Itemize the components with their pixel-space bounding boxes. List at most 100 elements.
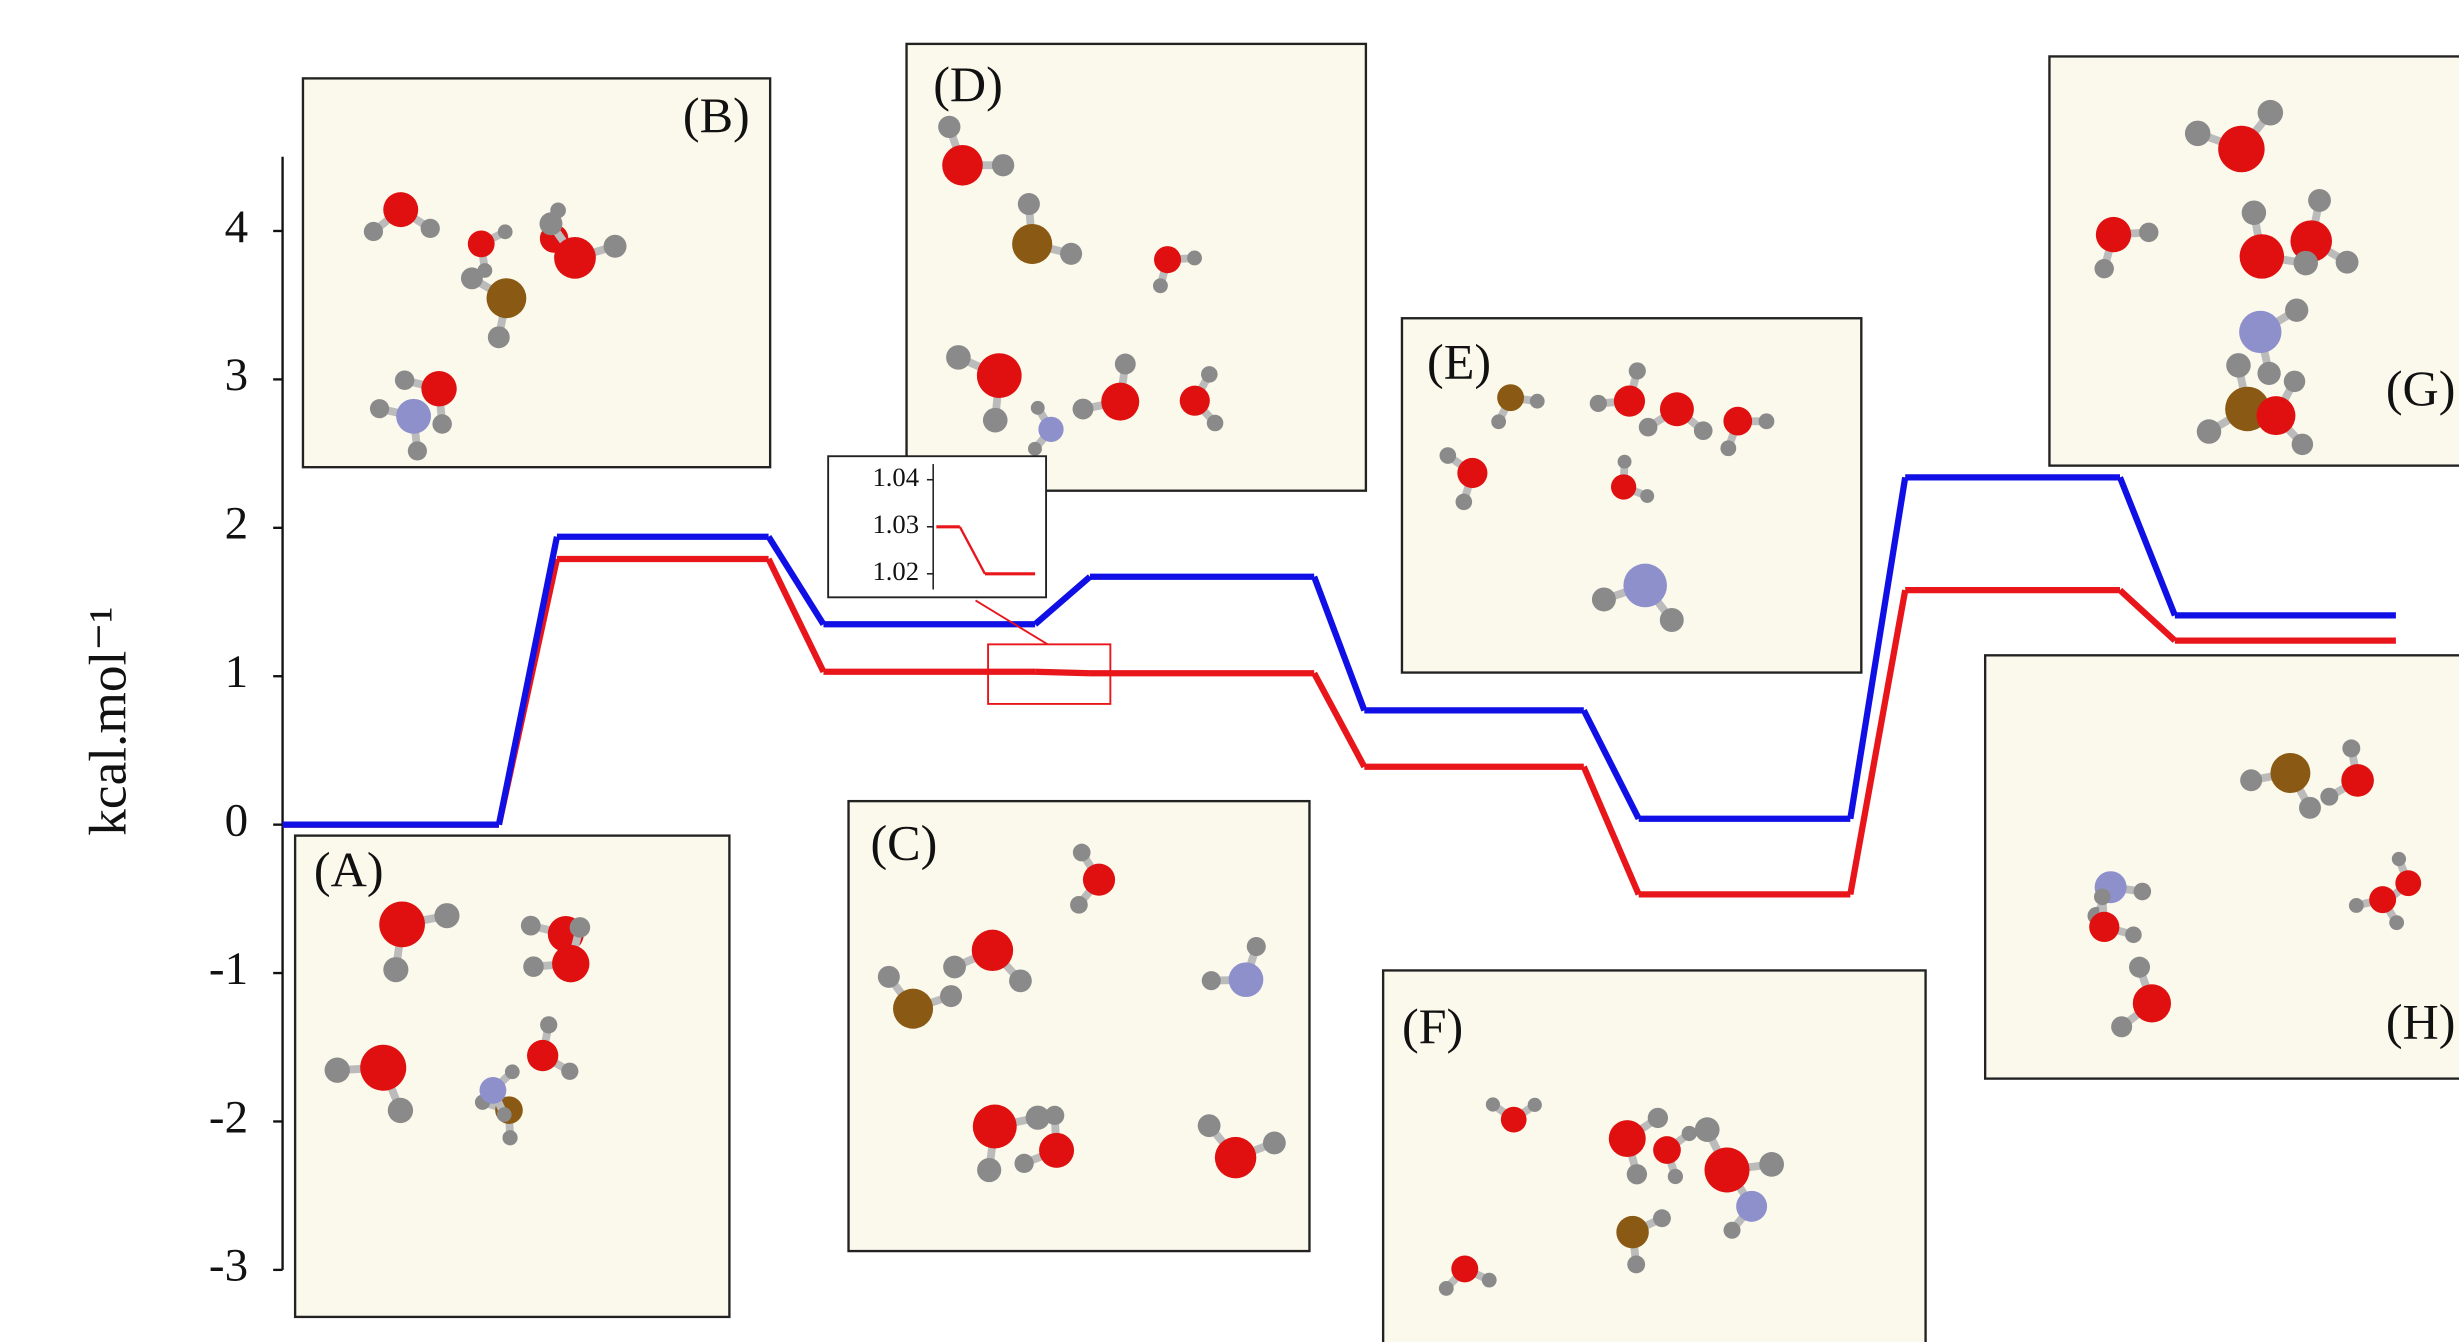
hydrogen-atom [1202,971,1221,990]
hydrogen-atom [1759,413,1775,429]
connector [1584,710,1639,818]
atom [1611,474,1636,499]
hydrogen-atom [325,1058,350,1083]
atom [396,399,431,434]
hydrogen-atom [2134,883,2152,901]
snapshot-panel: (B) [303,78,770,467]
hydrogen-atom [502,1130,517,1145]
atom [487,278,527,318]
hydrogen-atom [383,957,408,982]
atom [893,989,933,1029]
hydrogen-atom [408,441,427,460]
atom [2239,311,2281,353]
hydrogen-atom [1486,1097,1500,1111]
inset-tick-label: 1.02 [872,556,919,586]
atom [977,353,1022,398]
atom [2256,396,2295,435]
hydrogen-atom [1629,362,1646,379]
state-label: (F) [1402,998,1463,1054]
snapshot-panel: (C) [849,801,1310,1251]
atom [1616,1216,1648,1248]
atom [480,1077,507,1104]
snapshot-panel: (D) [907,44,1366,491]
atom [2240,234,2284,278]
hydrogen-atom [2284,371,2305,392]
hydrogen-atom [2320,788,2338,806]
atom [1083,864,1115,896]
hydrogen-atom [540,1016,557,1033]
hydrogen-atom [1482,1273,1497,1288]
atom [942,145,983,186]
hydrogen-atom [1247,937,1266,956]
hydrogen-atom [523,956,544,977]
hydrogen-atom [2392,852,2406,866]
snapshot-panel: (G) [2049,56,2459,465]
hydrogen-atom [2389,915,2404,930]
hydrogen-atom [1648,1108,1668,1128]
atom [2133,984,2171,1022]
atom [1705,1148,1750,1193]
snapshot-panel: (F) [1383,970,1925,1342]
hydrogen-atom [1627,1255,1645,1273]
hydrogen-atom [1528,1098,1542,1112]
hydrogen-atom [505,1064,520,1079]
hydrogen-atom [2336,251,2359,274]
hydrogen-atom [1640,489,1654,503]
atom [383,192,418,227]
hydrogen-atom [1070,896,1088,914]
hydrogen-atom [1187,251,1202,266]
hydrogen-atom [364,222,383,241]
hydrogen-atom [1018,193,1040,215]
hydrogen-atom [943,956,966,979]
atom [1180,386,1210,416]
atom [1154,246,1181,273]
y-tick-label: 2 [225,498,249,550]
atom [552,945,589,982]
atom [379,902,425,948]
hydrogen-atom [2342,739,2360,757]
connector [499,537,557,825]
atom [2341,764,2374,797]
atom [1101,383,1139,421]
panel-frame [1383,970,1925,1342]
hydrogen-atom [946,345,971,370]
state-label: (C) [870,815,937,871]
atom [972,930,1013,971]
atom [1660,392,1694,426]
state-label: (D) [933,56,1003,112]
y-tick-label: -2 [209,1091,248,1143]
hydrogen-atom [1695,1117,1720,1142]
state-label: (H) [2386,993,2456,1049]
hydrogen-atom [2226,353,2250,377]
atom [1736,1191,1767,1222]
hydrogen-atom [938,116,960,138]
hydrogen-atom [2197,419,2221,443]
atom [421,371,456,406]
hydrogen-atom [2294,251,2318,275]
y-tick-label: 4 [225,201,249,253]
atom [2395,870,2421,896]
hydrogen-atom [478,263,493,278]
hydrogen-atom [2258,100,2284,126]
hydrogen-atom [2240,769,2262,791]
atom [1501,1107,1527,1133]
hydrogen-atom [1660,608,1684,632]
hydrogen-atom [2257,362,2280,385]
connector [1584,767,1639,895]
connector [1035,672,1090,673]
hydrogen-atom [604,235,627,258]
atom [2270,753,2310,793]
hydrogen-atom [2292,434,2313,455]
hydrogen-atom [388,1098,413,1123]
hydrogen-atom [1724,1222,1741,1239]
hydrogen-atom [1009,969,1032,992]
hydrogen-atom [1263,1132,1286,1155]
hydrogen-atom [1073,844,1091,862]
hydrogen-atom [2285,299,2308,322]
hydrogen-atom [1759,1152,1784,1177]
atom [1497,384,1524,411]
hydrogen-atom [1207,415,1224,432]
hydrogen-atom [1440,447,1457,464]
hydrogen-atom [1653,1209,1671,1227]
hydrogen-atom [1026,1106,1050,1130]
